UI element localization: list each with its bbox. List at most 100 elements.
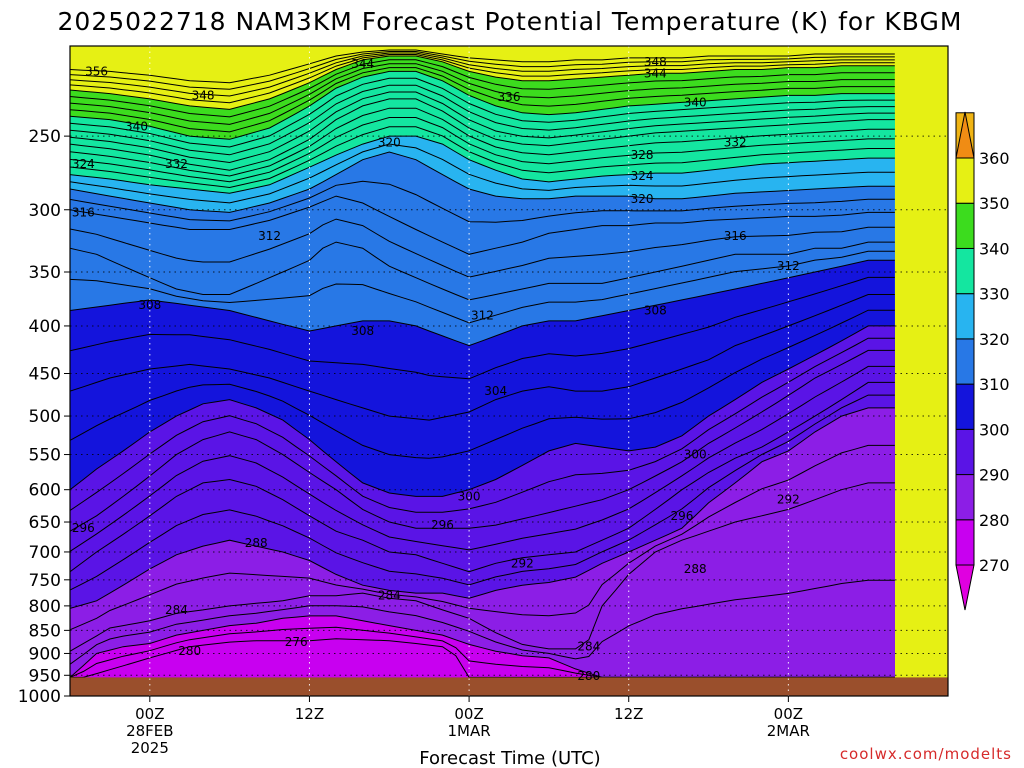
grid-layer xyxy=(70,46,948,696)
contour-label: 324 xyxy=(631,169,654,183)
colorbar-bin-340 xyxy=(955,202,975,249)
contour-label: 292 xyxy=(777,493,800,507)
isotherm-326 xyxy=(70,126,895,189)
y-axis: 250 300 350 400 450 500 550 600 650 700 750 800 850 9… xyxy=(18,127,70,707)
colorbar-bin-350 xyxy=(955,157,975,204)
y-tick-label: 400 xyxy=(29,317,61,337)
x-tick-label: 12Z xyxy=(614,705,643,723)
isotherm-304 xyxy=(70,294,895,421)
x-axis-title: Forecast Time (UTC) xyxy=(419,748,600,768)
theta-fill-layer xyxy=(70,46,948,696)
y-tick-label: 250 xyxy=(29,127,61,147)
isotherm-336 xyxy=(70,84,895,156)
colorbar-label: 360 xyxy=(979,149,1010,168)
contour-label: 348 xyxy=(644,55,667,69)
x-tick-label: 12Z xyxy=(295,705,324,723)
isotherm-328 xyxy=(70,117,895,183)
contour-label: 316 xyxy=(72,205,95,219)
contour-label: 340 xyxy=(125,119,148,133)
isotherm-346 xyxy=(70,59,895,118)
isotherm-288 xyxy=(70,407,895,609)
isotherm-294 xyxy=(70,365,895,552)
isotherm-302 xyxy=(70,309,895,459)
contour-label: 304 xyxy=(484,384,507,398)
x-tick-label: 2025 xyxy=(131,739,169,757)
isotherm-348 xyxy=(70,55,895,110)
y-tick-label: 750 xyxy=(29,571,61,591)
y-tick-label: 850 xyxy=(29,621,61,641)
isotherm-300 xyxy=(70,325,895,497)
colorbar-bin-270 xyxy=(955,519,975,566)
y-tick-label: 800 xyxy=(29,597,61,617)
isotherm-314 xyxy=(70,218,895,278)
isotherm-318 xyxy=(70,180,895,223)
isotherm-282 xyxy=(70,579,895,665)
y-tick-label: 650 xyxy=(29,513,61,533)
contour-label: 332 xyxy=(724,136,747,150)
y-tick-label: 550 xyxy=(29,446,61,466)
x-tick-label: 28FEB xyxy=(126,722,173,740)
y-tick-label: 1000 xyxy=(18,687,61,707)
colorbar-label: 270 xyxy=(979,556,1010,575)
colorbar-bin-310 xyxy=(955,338,975,385)
contour-label: 280 xyxy=(178,644,201,658)
y-tick-label: 900 xyxy=(29,644,61,664)
contour-label: 324 xyxy=(72,157,95,171)
colorbar-label: 340 xyxy=(979,239,1010,258)
colorbar-label: 320 xyxy=(979,330,1010,349)
isotherm-308 xyxy=(70,259,895,347)
contour-label: 288 xyxy=(684,562,707,576)
y-tick-label: 300 xyxy=(29,201,61,221)
credit-text: coolwx.com/modelts xyxy=(840,745,1012,763)
isotherm-290 xyxy=(70,394,895,591)
x-tick-label: 1MAR xyxy=(448,722,491,740)
isotherm-286 xyxy=(70,444,895,631)
contour-label: 280 xyxy=(577,669,600,683)
contour-label: 284 xyxy=(165,603,188,617)
colorbar-bin-280 xyxy=(955,474,975,521)
isotherm-344 xyxy=(70,63,895,125)
contour-label: 284 xyxy=(378,589,401,603)
contour-label: 312 xyxy=(471,309,494,323)
colorbar-min-arrow xyxy=(955,564,975,611)
x-tick-label: 00Z xyxy=(135,705,164,723)
y-tick-label: 350 xyxy=(29,263,61,283)
isotherm-340 xyxy=(70,70,895,140)
contour-label: 300 xyxy=(458,489,481,503)
colorbar-label: 300 xyxy=(979,420,1010,439)
isotherm-320 xyxy=(70,151,895,213)
contour-label: 276 xyxy=(285,635,308,649)
contour-label: 356 xyxy=(85,64,108,78)
isotherm-350 xyxy=(70,54,895,104)
contour-label: 328 xyxy=(631,148,654,162)
isotherm-layer xyxy=(70,49,895,678)
x-tick-label: 00Z xyxy=(454,705,483,723)
contour-label: 316 xyxy=(724,229,747,243)
isotherm-324 xyxy=(70,135,895,194)
colorbar-bin-290 xyxy=(955,428,975,476)
contour-label: 288 xyxy=(245,536,268,550)
colorbar-bin-330 xyxy=(955,247,975,295)
isotherm-330 xyxy=(70,107,895,177)
colorbar-label: 330 xyxy=(979,285,1010,304)
colorbar-label: 290 xyxy=(979,466,1010,485)
isotherm-316 xyxy=(70,195,895,255)
colorbar-bin-320 xyxy=(955,293,975,340)
contour-label: 292 xyxy=(511,556,534,570)
x-tick-label: 00Z xyxy=(774,705,803,723)
contour-label: 348 xyxy=(192,88,215,102)
colorbar-max-arrow xyxy=(955,111,975,159)
contour-label: 308 xyxy=(644,304,667,318)
y-tick-label: 450 xyxy=(29,365,61,385)
y-tick-label: 700 xyxy=(29,543,61,563)
contour-label: 312 xyxy=(777,259,800,273)
isotherm-298 xyxy=(70,337,895,513)
contour-label: 320 xyxy=(631,192,654,206)
contour-label: 336 xyxy=(498,90,521,104)
isotherm-322 xyxy=(70,143,895,204)
contour-label: 340 xyxy=(684,95,707,109)
colorbar-bin-300 xyxy=(955,383,975,430)
isotherm-356 xyxy=(70,49,895,84)
